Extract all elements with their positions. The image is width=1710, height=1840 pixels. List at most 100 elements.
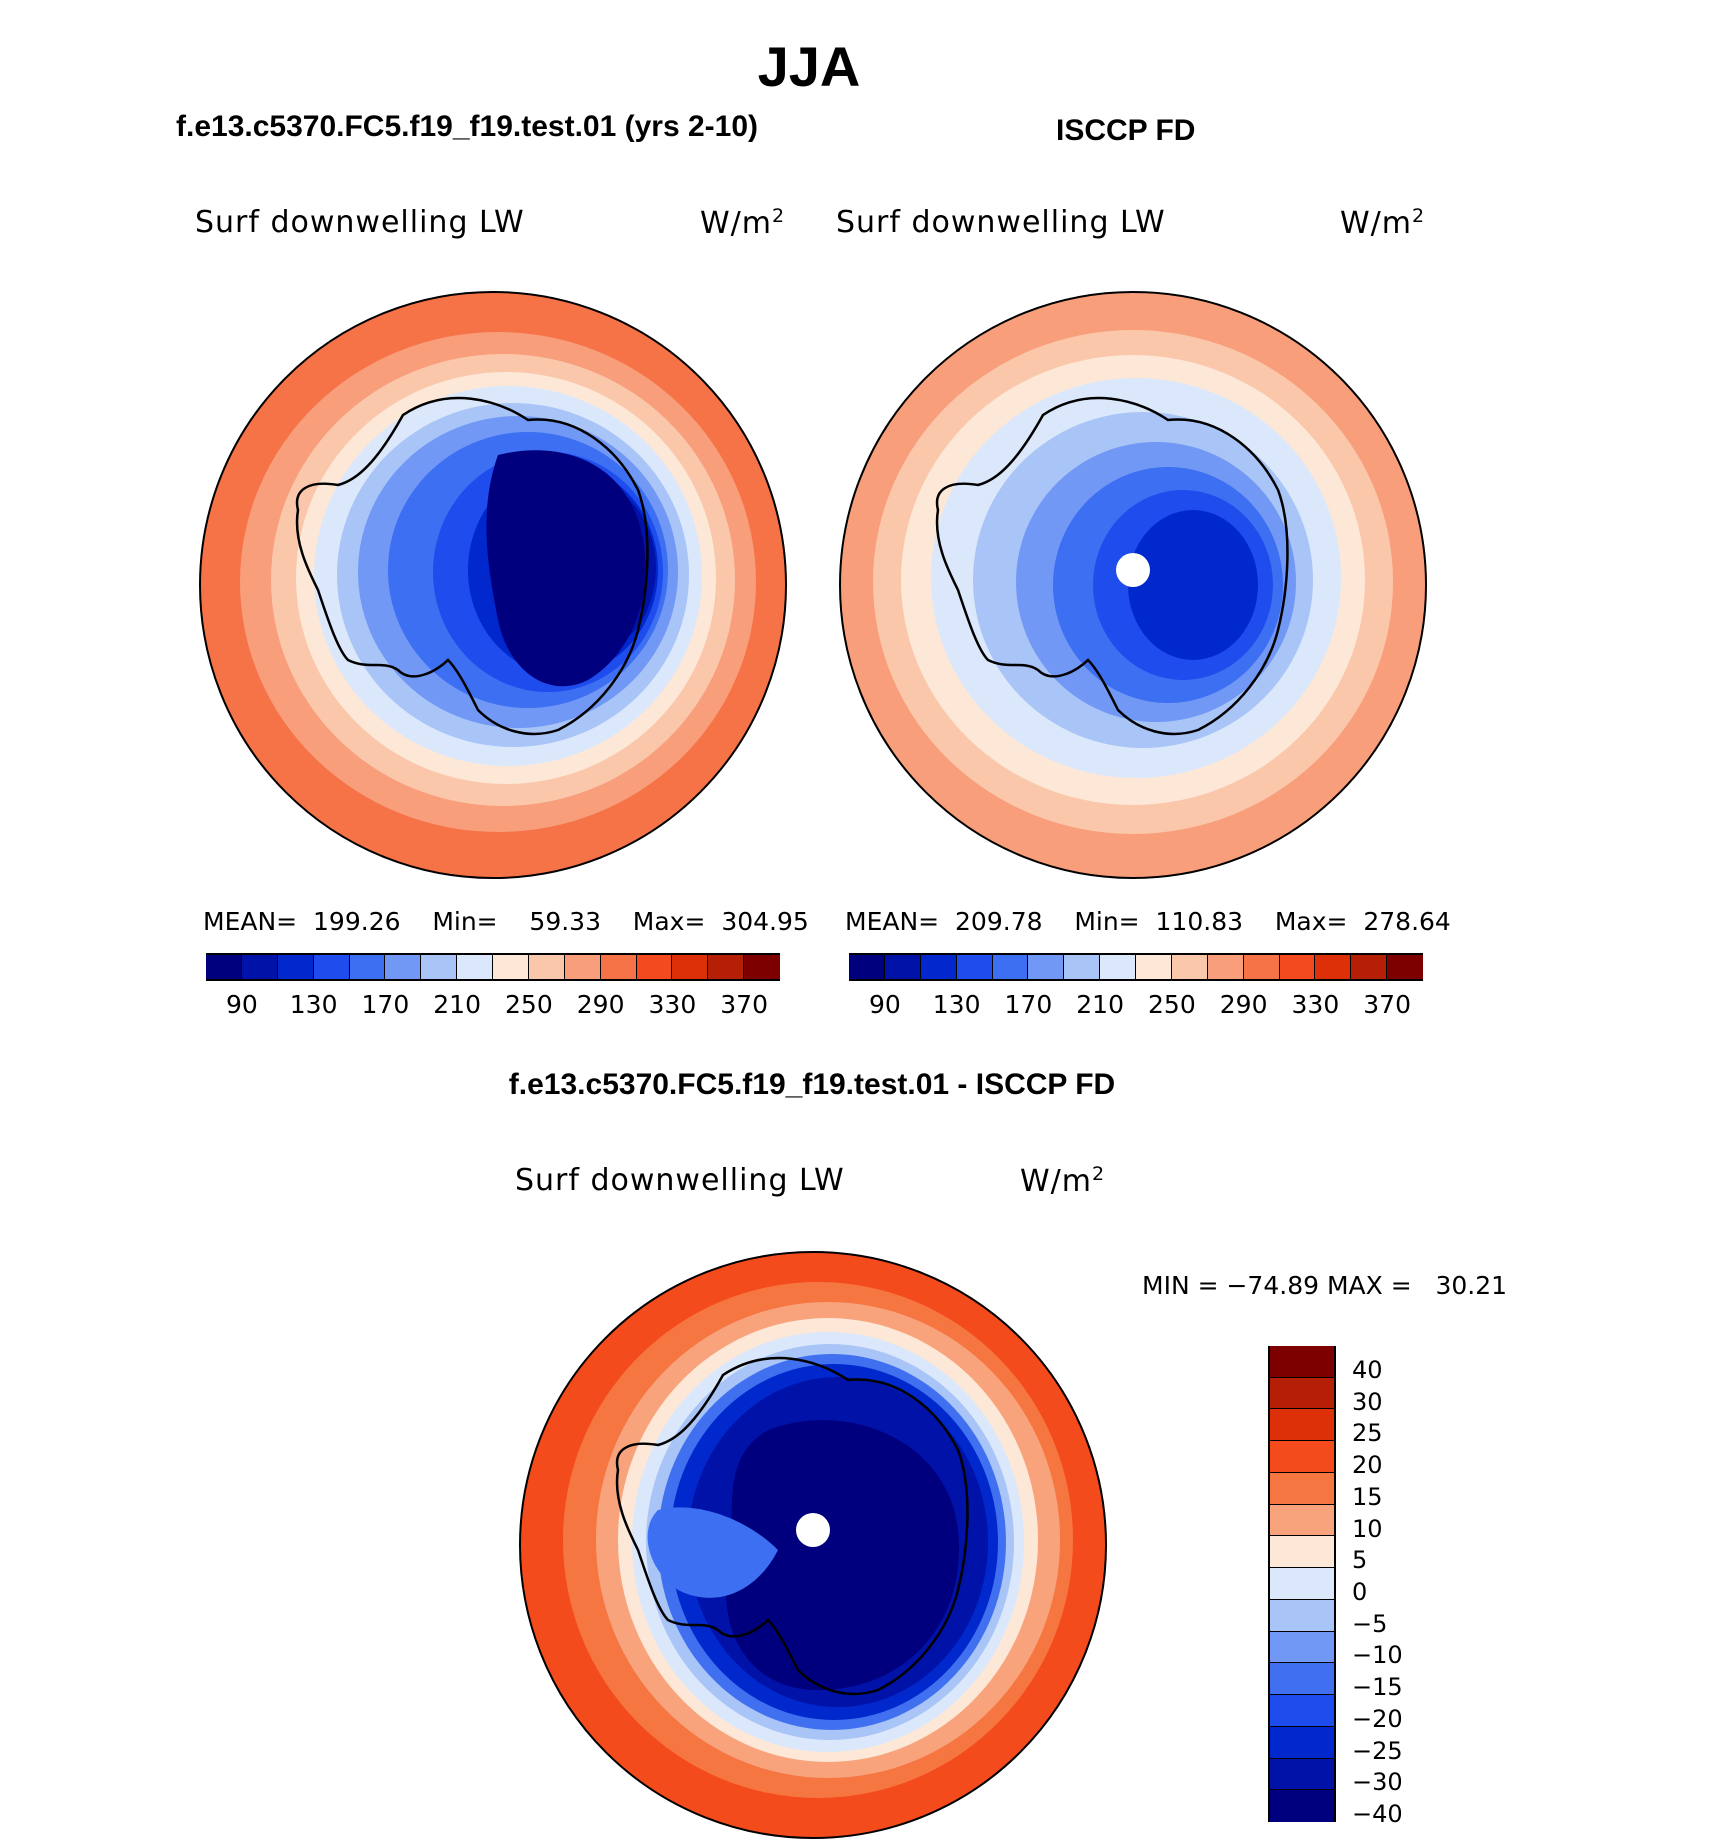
colorbar-swatch <box>1270 1504 1334 1537</box>
colorbar-swatch <box>1270 1409 1334 1442</box>
panel1-colorbar <box>206 953 780 981</box>
colorbar-swatch <box>1315 955 1352 979</box>
diff-units: W/m2 <box>1020 1163 1106 1199</box>
colorbar-tick-label: 210 <box>433 990 481 1019</box>
colorbar-swatch <box>1270 1631 1334 1664</box>
colorbar-tick-label: 210 <box>1076 990 1124 1019</box>
colorbar-swatch <box>672 955 709 979</box>
colorbar-swatch <box>528 955 565 979</box>
colorbar-swatch <box>564 955 601 979</box>
panel2-stats: MEAN= 209.78 Min= 110.83 Max= 278.64 <box>845 907 1451 936</box>
diff-variable-label: Surf downwelling LW <box>515 1163 845 1198</box>
colorbar-swatch <box>385 955 422 979</box>
diff-polar-map <box>519 1251 1107 1839</box>
panel2-units: W/m2 <box>1340 205 1426 241</box>
colorbar-swatch <box>1171 955 1208 979</box>
colorbar-tick-label: 170 <box>1004 990 1053 1019</box>
colorbar-swatch <box>708 955 745 979</box>
colorbar-tick-label: 130 <box>289 990 338 1019</box>
colorbar-tick-label: 290 <box>576 990 625 1019</box>
colorbar-swatch <box>277 955 314 979</box>
map-boundary <box>839 291 1427 879</box>
contour-band <box>726 1420 960 1690</box>
colorbar-tick-label: 15 <box>1352 1482 1383 1511</box>
pole-hole <box>796 1513 830 1547</box>
colorbar-tick-label: 25 <box>1352 1419 1383 1448</box>
contour-band <box>486 450 646 687</box>
colorbar-swatch <box>349 955 386 979</box>
panel2-polar-map <box>839 291 1427 879</box>
colorbar-swatch <box>1270 1758 1334 1791</box>
colorbar-tick-label: 170 <box>361 990 410 1019</box>
map-boundary <box>199 291 787 879</box>
colorbar-swatch <box>884 955 921 979</box>
colorbar-tick-label: 0 <box>1352 1578 1368 1606</box>
colorbar-tick-label: 5 <box>1352 1546 1368 1575</box>
panel2-colorbar-labels: 90 130 170 210 250 290 330 370 <box>849 990 1423 1020</box>
panel1-polar-map <box>199 291 787 879</box>
antarctica-outline <box>615 1356 969 1696</box>
colorbar-swatch <box>1270 1726 1334 1759</box>
panel2-colorbar <box>849 953 1423 981</box>
colorbar-tick-label: 40 <box>1352 1355 1383 1384</box>
colorbar-swatch <box>1136 955 1172 979</box>
antarctica-outline <box>295 396 649 736</box>
colorbar-swatch <box>313 955 350 979</box>
colorbar-swatch <box>992 955 1029 979</box>
colorbar-swatch <box>1028 955 1065 979</box>
figure-title: JJA <box>757 35 861 98</box>
colorbar-tick-label: 370 <box>720 990 768 1019</box>
colorbar-tick-label: −40 <box>1352 1800 1403 1829</box>
colorbar-tick-label: −5 <box>1352 1609 1388 1638</box>
colorbar-tick-label: 90 <box>225 990 258 1019</box>
colorbar-swatch <box>636 955 673 979</box>
panel1-units: W/m2 <box>700 205 786 241</box>
colorbar-tick-label: 370 <box>1363 990 1411 1019</box>
colorbar-swatch <box>1351 955 1388 979</box>
colorbar-swatch <box>1279 955 1316 979</box>
colorbar-swatch <box>1064 955 1101 979</box>
colorbar-swatch <box>1270 1790 1334 1822</box>
colorbar-swatch <box>1270 1441 1334 1473</box>
colorbar-swatch <box>1270 1568 1334 1600</box>
colorbar-swatch <box>1270 1472 1334 1505</box>
colorbar-swatch <box>493 955 529 979</box>
colorbar-swatch <box>1243 955 1280 979</box>
colorbar-tick-label: 10 <box>1352 1514 1383 1543</box>
colorbar-swatch <box>1270 1536 1334 1569</box>
colorbar-swatch <box>1207 955 1244 979</box>
panel1-stats: MEAN= 199.26 Min= 59.33 Max= 304.95 <box>203 907 809 936</box>
colorbar-tick-label: −10 <box>1352 1641 1403 1670</box>
diff-title: f.e13.c5370.FC5.f19_f19.test.01 - ISCCP … <box>508 1068 1116 1101</box>
colorbar-tick-label: −25 <box>1352 1736 1403 1765</box>
colorbar-swatch <box>241 955 278 979</box>
colorbar-swatch <box>1270 1377 1334 1410</box>
panel1-case-title: f.e13.c5370.FC5.f19_f19.test.01 (yrs 2-1… <box>176 110 759 143</box>
colorbar-swatch <box>1270 1663 1334 1696</box>
colorbar-swatch <box>206 955 242 979</box>
colorbar-tick-label: −30 <box>1352 1768 1403 1797</box>
panel2-case-title: ISCCP FD <box>1056 114 1196 147</box>
colorbar-tick-label: 330 <box>1291 990 1340 1019</box>
colorbar-swatch <box>421 955 458 979</box>
colorbar-tick-label: 290 <box>1219 990 1268 1019</box>
panel1-colorbar-labels: 90 130 170 210 250 290 330 370 <box>206 990 780 1020</box>
diff-stats: MIN = −74.89 MAX = 30.21 <box>1142 1271 1508 1300</box>
colorbar-swatch <box>1387 955 1423 979</box>
diff-colorbar <box>1268 1346 1336 1822</box>
colorbar-swatch <box>457 955 493 979</box>
panel1-variable-label: Surf downwelling LW <box>195 205 525 240</box>
contour-band <box>1128 510 1258 660</box>
colorbar-swatch <box>1270 1695 1334 1727</box>
colorbar-swatch <box>956 955 993 979</box>
colorbar-swatch <box>600 955 637 979</box>
diff-colorbar-labels: 40 30 25 20 15 10 5 0 −5 −10 −15 −20 −25 −30 −40 <box>1352 1346 1442 1826</box>
colorbar-swatch <box>1270 1599 1334 1632</box>
antarctica-outline <box>935 396 1289 736</box>
colorbar-tick-label: 330 <box>648 990 697 1019</box>
panel2-variable-label: Surf downwelling LW <box>836 205 1166 240</box>
map-boundary <box>519 1251 1107 1839</box>
colorbar-swatch <box>849 955 885 979</box>
colorbar-swatch <box>1100 955 1136 979</box>
colorbar-swatch <box>1270 1346 1334 1378</box>
